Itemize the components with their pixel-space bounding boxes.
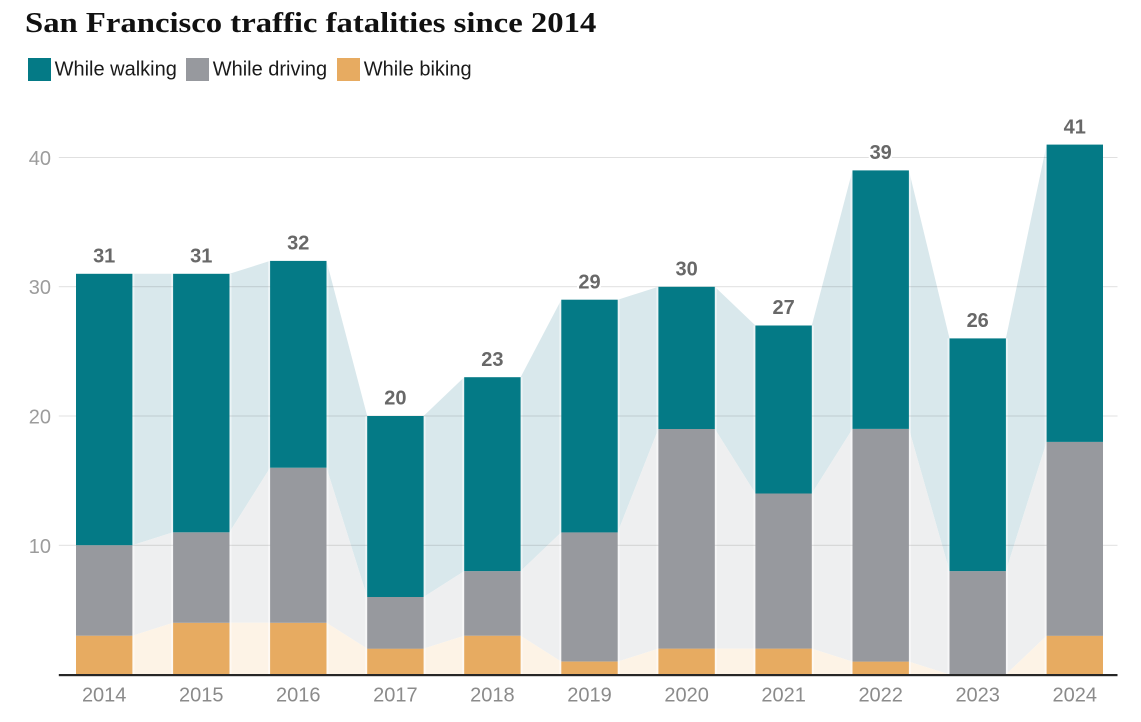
svg-text:10: 10 [29, 536, 51, 558]
svg-text:2024: 2024 [1053, 685, 1098, 707]
svg-text:2019: 2019 [567, 685, 612, 707]
svg-text:20: 20 [384, 388, 406, 410]
svg-text:27: 27 [772, 297, 794, 319]
svg-text:2018: 2018 [470, 685, 515, 707]
svg-text:2022: 2022 [858, 685, 903, 707]
svg-text:2021: 2021 [761, 685, 806, 707]
svg-text:2016: 2016 [276, 685, 321, 707]
svg-text:2014: 2014 [82, 685, 127, 707]
svg-text:41: 41 [1064, 116, 1086, 138]
svg-text:40: 40 [29, 148, 51, 170]
svg-text:31: 31 [93, 246, 115, 268]
svg-text:30: 30 [29, 277, 51, 299]
svg-text:32: 32 [287, 233, 309, 255]
svg-text:20: 20 [29, 407, 51, 429]
svg-text:31: 31 [190, 246, 212, 268]
svg-text:39: 39 [870, 142, 892, 164]
svg-text:2020: 2020 [664, 685, 709, 707]
svg-text:29: 29 [578, 271, 600, 293]
svg-text:26: 26 [967, 310, 989, 332]
svg-text:2017: 2017 [373, 685, 418, 707]
svg-text:30: 30 [675, 258, 697, 280]
svg-text:23: 23 [481, 349, 503, 371]
svg-text:2015: 2015 [179, 685, 224, 707]
svg-text:2023: 2023 [955, 685, 1000, 707]
